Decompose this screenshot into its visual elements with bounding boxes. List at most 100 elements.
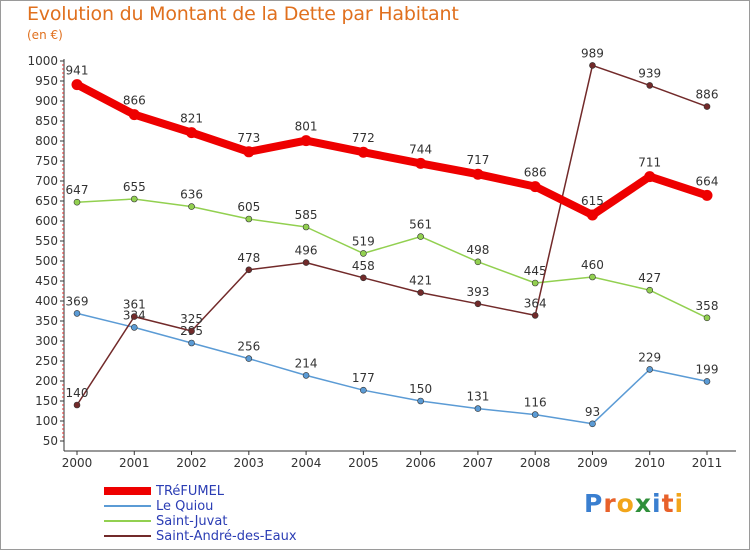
y-tick-label: 1000 [27,54,58,68]
data-label: 939 [638,66,661,80]
data-label: 636 [180,188,203,202]
data-label: 458 [352,259,375,273]
data-label: 655 [123,180,146,194]
y-tick-label: 600 [35,214,58,228]
y-tick-label: 300 [35,334,58,348]
x-tick-label: 2000 [62,456,93,470]
data-label: 585 [295,208,318,222]
data-point [245,355,253,362]
data-label: 744 [409,142,432,156]
y-tick-label: 250 [35,354,58,368]
data-label: 647 [66,183,89,197]
data-point [531,279,539,287]
legend-label: TRéFUMEL [155,484,225,499]
x-tick-label: 2007 [463,456,494,470]
data-point [243,146,255,158]
x-tick-label: 2006 [405,456,436,470]
data-label: 445 [524,264,547,278]
data-point [302,259,310,266]
data-label: 605 [237,200,260,214]
data-label: 773 [237,131,260,145]
data-point [531,312,539,319]
data-point [188,203,195,210]
x-tick-label: 2004 [291,456,322,470]
data-label: 664 [696,174,719,188]
x-tick-label: 2003 [234,456,265,470]
series-line [73,80,711,219]
data-point [703,103,711,110]
data-label: 989 [581,46,604,60]
data-point [71,79,83,91]
data-label: 421 [409,274,432,288]
data-point [417,233,424,240]
data-label: 427 [638,271,661,285]
data-label: 214 [295,356,318,370]
data-label: 393 [466,285,489,299]
y-tick-label: 950 [35,74,58,88]
data-point [188,339,195,347]
data-point [474,300,482,308]
data-label: 498 [466,243,489,257]
data-point [529,181,541,193]
y-tick-label: 400 [35,294,58,308]
data-label: 460 [581,258,604,272]
data-label: 866 [123,94,146,108]
data-label: 717 [466,153,489,167]
data-label: 801 [295,120,318,134]
data-point [73,401,81,409]
data-label: 886 [696,88,719,102]
y-tick-label: 200 [35,374,58,388]
data-label: 364 [524,296,547,310]
data-label: 199 [696,362,719,376]
data-point [360,274,367,282]
y-tick-label: 800 [35,134,58,148]
y-tick-label: 500 [35,254,58,268]
data-label: 615 [581,194,604,208]
data-point [701,189,713,201]
data-label: 256 [237,340,260,354]
data-point [128,109,140,121]
y-tick-label: 100 [35,414,58,428]
y-tick-label: 350 [35,314,58,328]
data-point [644,171,656,183]
data-point [646,82,654,89]
data-point [188,327,195,335]
y-tick-label: 750 [35,154,58,168]
x-tick-label: 2009 [577,456,608,470]
data-point [130,195,138,203]
data-label: 711 [638,156,661,170]
data-point [589,273,596,281]
data-label: 150 [409,382,432,396]
data-label: 177 [352,371,375,385]
data-point [245,215,253,223]
data-point [415,157,427,169]
data-label: 131 [466,390,489,404]
data-point [472,168,484,180]
data-point [130,313,138,320]
legend-label: Saint-André-des-Eaux [156,529,297,544]
x-tick-label: 2005 [348,456,379,470]
data-point [360,250,367,257]
data-point [531,411,539,418]
data-point [417,397,424,405]
data-label: 496 [295,244,318,258]
proxiti-logo: Proxiti [584,489,685,518]
data-point [703,378,711,385]
data-point [703,314,711,322]
y-tick-label: 850 [35,114,58,128]
y-tick-label: 900 [35,94,58,108]
data-label: 821 [180,112,203,126]
data-point [417,289,424,296]
data-label: 772 [352,131,375,145]
data-label: 478 [237,251,260,265]
y-tick-label: 550 [35,234,58,248]
x-tick-label: 2010 [634,456,665,470]
data-label: 519 [352,234,375,248]
y-tick-label: 450 [35,274,58,288]
data-point [360,386,367,394]
data-point [245,266,253,274]
data-point [589,420,596,428]
data-label: 93 [585,405,600,419]
y-tick-label: 50 [43,434,58,448]
